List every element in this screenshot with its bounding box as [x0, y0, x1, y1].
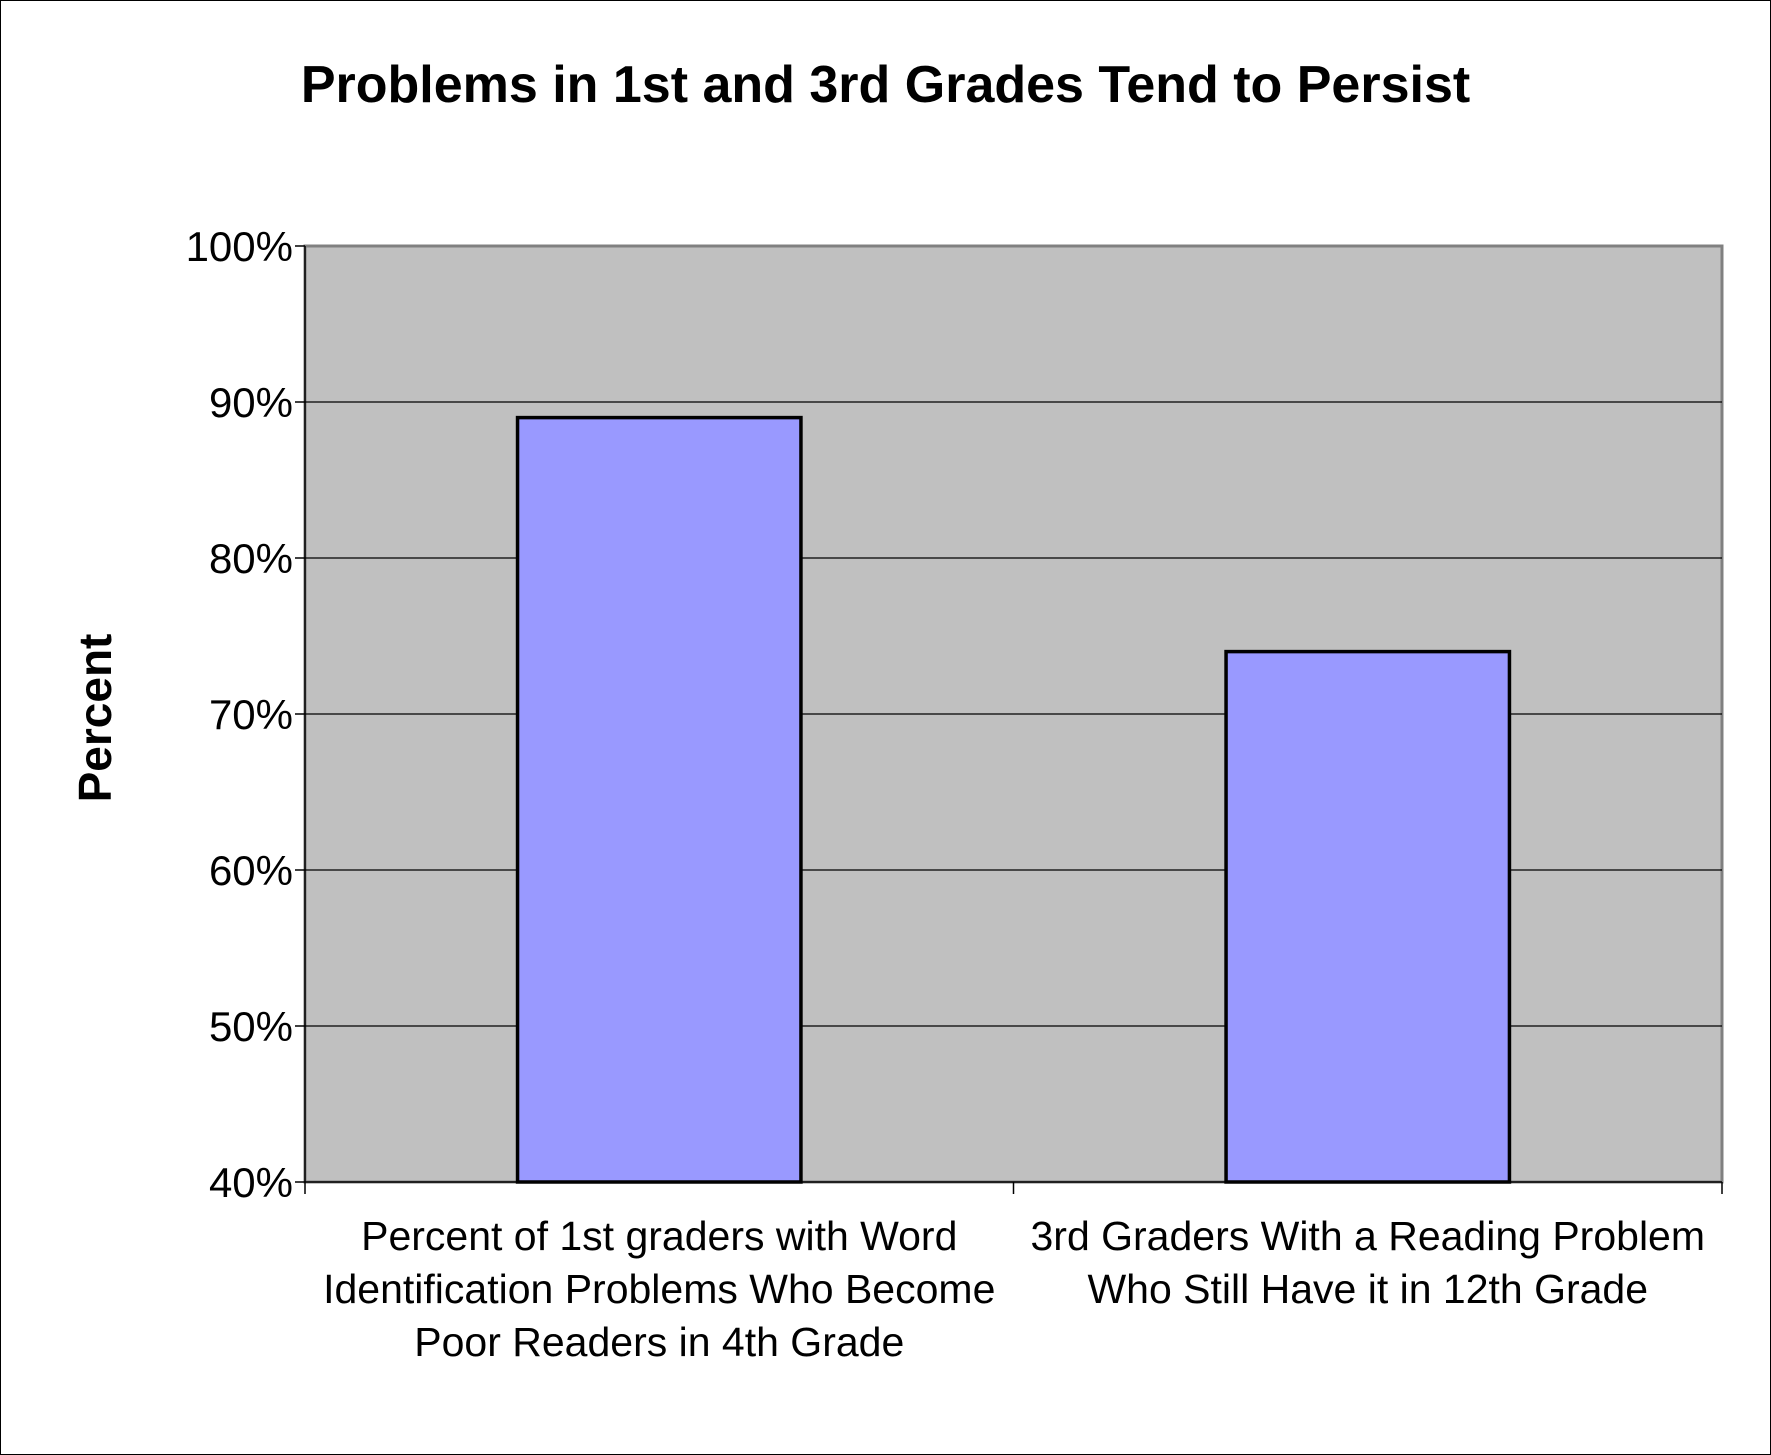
x-tick-label: 3rd Graders With a Reading Problem Who S… [1030, 1213, 1706, 1312]
y-tick-label: 80% [209, 535, 293, 582]
bar [1224, 649, 1512, 1184]
axes [295, 245, 1723, 1194]
y-tick-labels: 40% 50% 60% 70% 80% 90% 100% [186, 223, 293, 1206]
y-tick-label: 40% [209, 1159, 293, 1206]
bar [515, 415, 803, 1184]
chart-title: Problems in 1st and 3rd Grades Tend to P… [300, 56, 1471, 114]
y-tick-label: 50% [209, 1003, 293, 1050]
x-tick-label: Percent of 1st graders with Word Identif… [323, 1213, 996, 1365]
y-tick-label: 60% [209, 847, 293, 894]
y-tick-label: 70% [209, 691, 293, 738]
y-tick-label: 90% [209, 379, 293, 426]
y-tick-label: 100% [186, 223, 293, 270]
bars [515, 415, 1512, 1184]
